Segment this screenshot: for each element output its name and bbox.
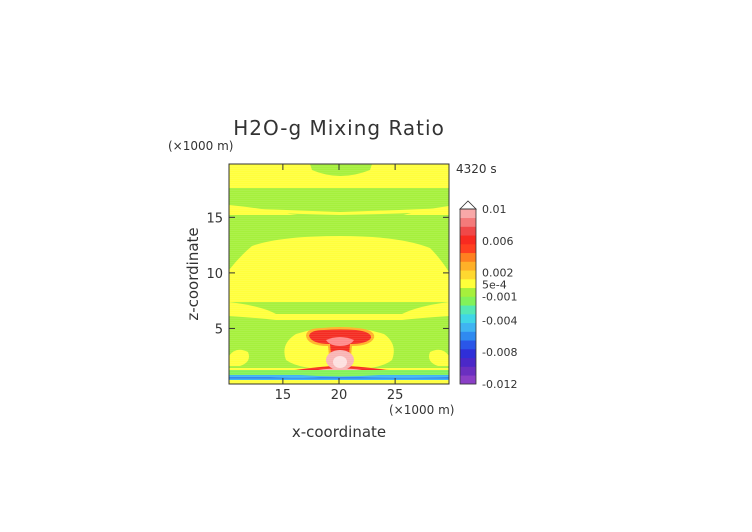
colorbar-band [460,375,476,385]
colorbar-tick-label: -0.004 [482,314,517,327]
colorbar-band [460,209,476,219]
colorbar-tick-label: 0.006 [482,235,514,248]
colorbar-frame [459,208,477,385]
colorbar-band [460,366,476,376]
x-tick-label: 15 [275,388,292,403]
colorbar-tick-label: 0.002 [482,267,514,280]
colorbar-tick-label: 5e-4 [482,279,507,292]
scanline-texture [229,164,449,384]
y-tick-label: 15 [206,211,223,226]
colorbar-band [460,235,476,245]
colorbar-band [460,279,476,289]
colorbar-tick-label: 0.01 [482,203,507,216]
colorbar-band [460,349,476,359]
x-axis-label: x-coordinate [292,423,386,441]
y-unit-label: (×1000 m) [168,139,233,153]
colorbar-band [460,287,476,297]
colorbar-band [460,314,476,324]
colorbar-band [460,296,476,306]
colorbar-tick-label: -0.012 [482,378,517,391]
colorbar-band [460,340,476,350]
x-tick-label: 20 [331,388,348,403]
colorbar-band [460,217,476,227]
chart-title: H2O-g Mixing Ratio [233,116,445,140]
colorbar-band [460,270,476,280]
colorbar-band [460,261,476,271]
colorbar-band [460,252,476,262]
colorbar-tick-label: -0.001 [482,291,517,304]
colorbar-band [460,357,476,367]
colorbar-band [460,305,476,315]
colorbar-tick-label: -0.008 [482,346,517,359]
colorbar-overflow-triangle [459,200,477,210]
colorbar-band [460,226,476,236]
heatmap-field [229,164,449,384]
time-label: 4320 s [456,162,497,176]
colorbar-band [460,331,476,341]
y-tick-label: 5 [215,322,223,337]
colorbar-band [460,244,476,254]
axes: 15 20 25 5 10 15 [206,163,450,403]
x-tick-label: 25 [387,388,404,403]
y-axis-label: z-coordinate [184,227,202,320]
y-tick-label: 10 [206,267,223,282]
colorbar-band [460,322,476,332]
x-unit-label: (×1000 m) [389,403,454,417]
